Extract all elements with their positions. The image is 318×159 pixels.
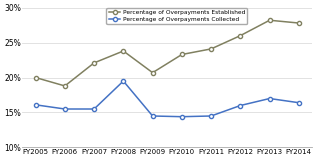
- Percentage of Overpayments Collected: [297, 102, 301, 104]
- Percentage of Overpayments Established: [34, 77, 38, 79]
- Percentage of Overpayments Collected: [209, 115, 213, 117]
- Percentage of Overpayments Collected: [121, 80, 125, 82]
- Percentage of Overpayments Collected: [180, 116, 184, 118]
- Percentage of Overpayments Established: [268, 19, 272, 21]
- Line: Percentage of Overpayments Established: Percentage of Overpayments Established: [33, 18, 301, 88]
- Percentage of Overpayments Collected: [34, 104, 38, 106]
- Percentage of Overpayments Collected: [151, 115, 155, 117]
- Legend: Percentage of Overpayments Established, Percentage of Overpayments Collected: Percentage of Overpayments Established, …: [107, 8, 247, 24]
- Percentage of Overpayments Collected: [238, 105, 242, 107]
- Line: Percentage of Overpayments Collected: Percentage of Overpayments Collected: [33, 79, 301, 119]
- Percentage of Overpayments Established: [92, 62, 96, 64]
- Percentage of Overpayments Established: [121, 50, 125, 52]
- Percentage of Overpayments Collected: [92, 108, 96, 110]
- Percentage of Overpayments Established: [63, 85, 67, 87]
- Percentage of Overpayments Collected: [268, 98, 272, 100]
- Percentage of Overpayments Established: [180, 54, 184, 55]
- Percentage of Overpayments Established: [297, 22, 301, 24]
- Percentage of Overpayments Established: [209, 48, 213, 50]
- Percentage of Overpayments Collected: [63, 108, 67, 110]
- Percentage of Overpayments Established: [238, 35, 242, 37]
- Percentage of Overpayments Established: [151, 72, 155, 74]
